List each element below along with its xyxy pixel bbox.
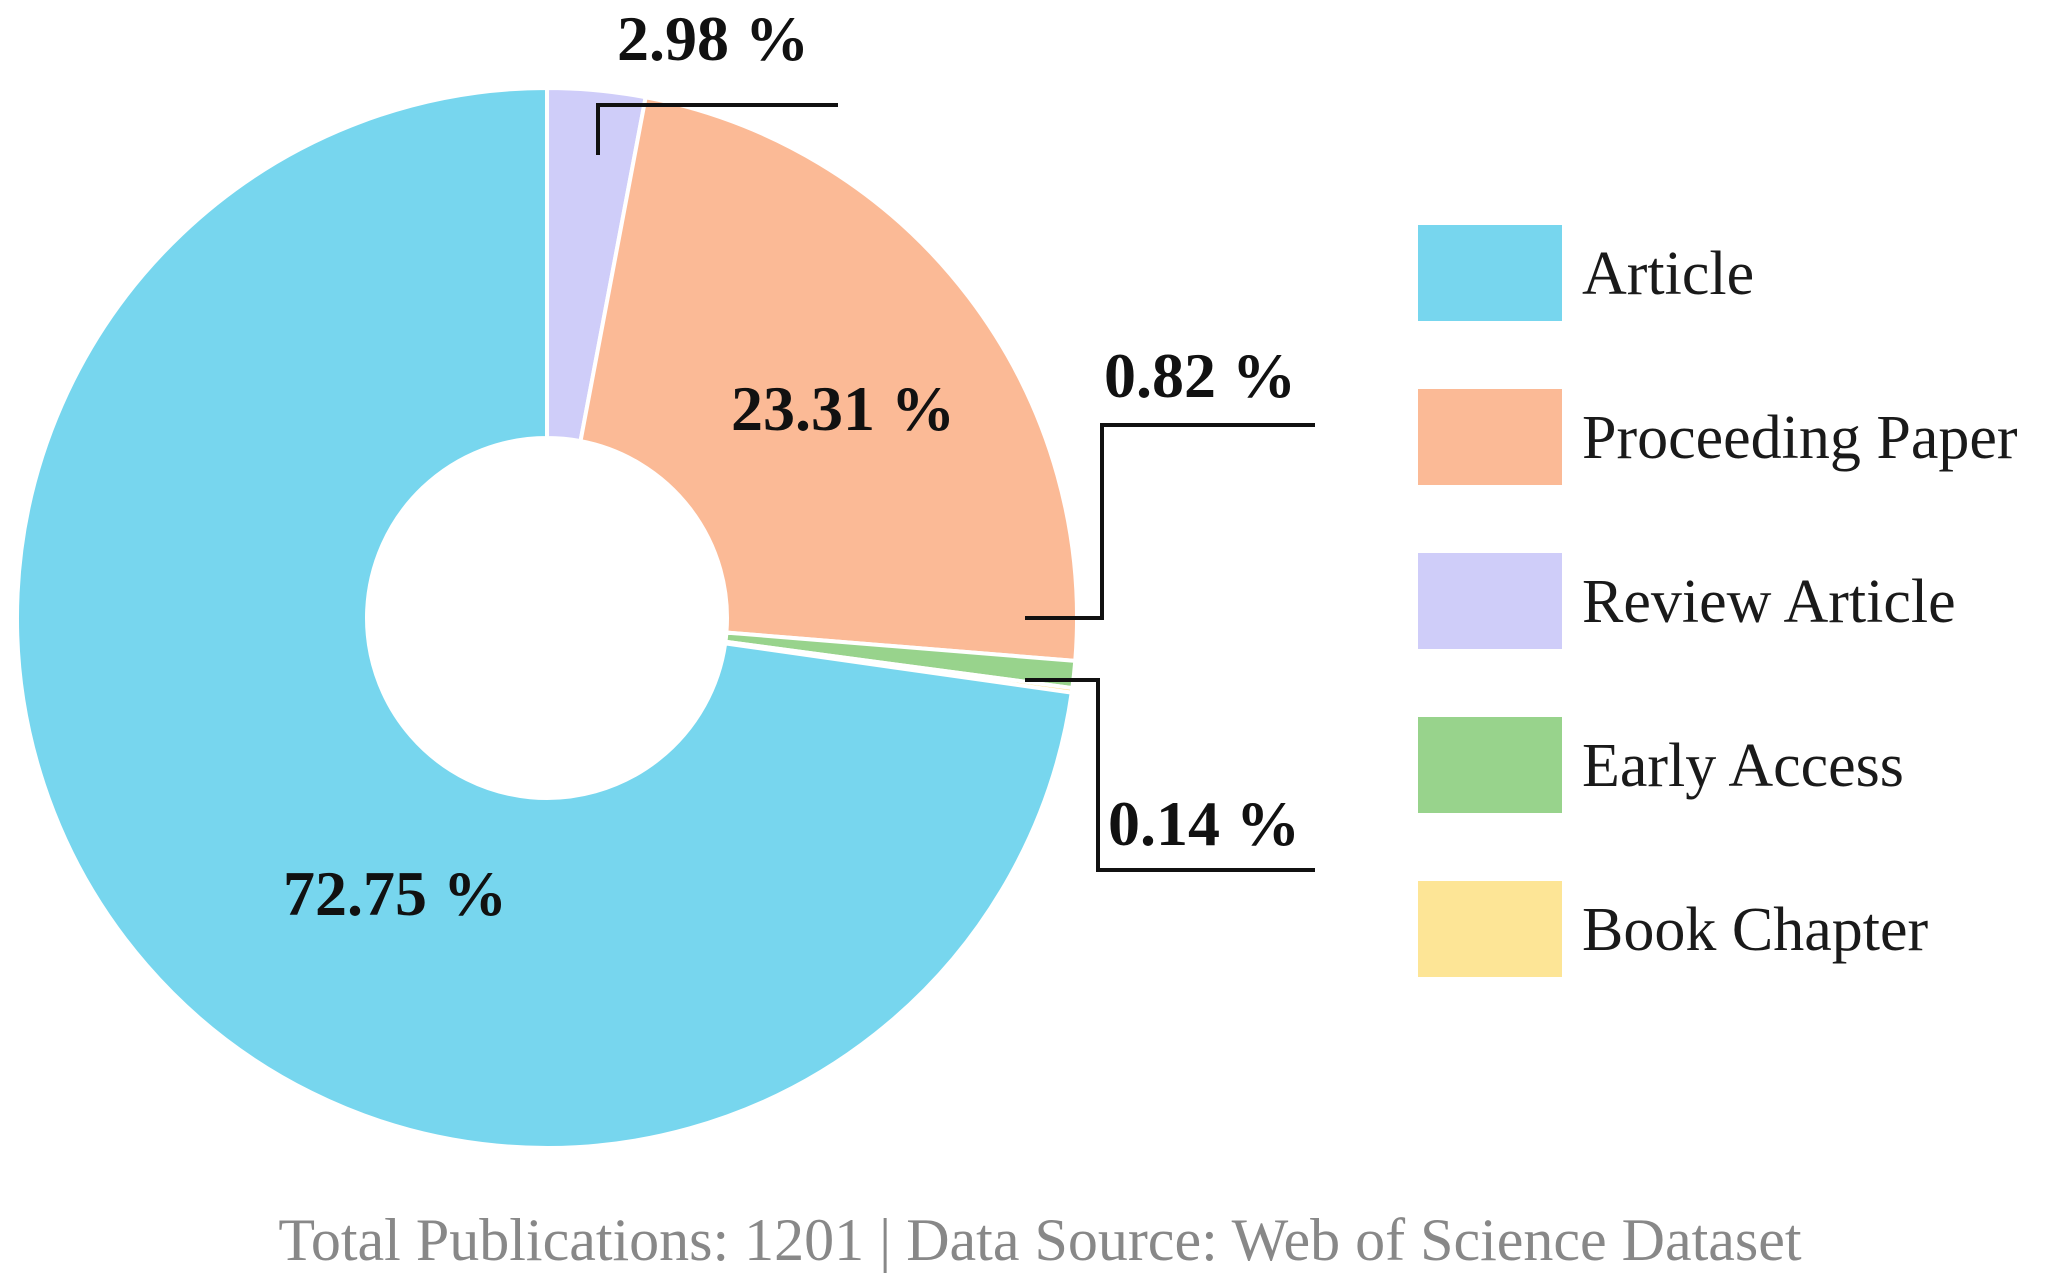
label-early-access: 0.82 % <box>1104 340 1296 411</box>
legend-label-review-article: Review Article <box>1582 568 1956 636</box>
label-proceeding-paper: 23.31 % <box>731 373 955 444</box>
leader-lines <box>596 103 1315 872</box>
footer-caption: Total Publications: 1201 | Data Source: … <box>278 1207 1801 1273</box>
legend: Article Proceeding Paper Review Article Ear… <box>1418 225 2018 977</box>
legend-swatch-review-article <box>1418 553 1562 649</box>
slice-proceeding-paper <box>578 94 1079 664</box>
legend-label-book-chapter: Book Chapter <box>1582 896 1928 964</box>
label-review-article: 2.98 % <box>617 3 809 74</box>
legend-label-early-access: Early Access <box>1582 732 1904 800</box>
legend-swatch-proceeding-paper <box>1418 389 1562 485</box>
leader-line-review-article <box>596 103 838 155</box>
legend-swatch-article <box>1418 225 1562 321</box>
label-article: 72.75 % <box>283 858 507 929</box>
legend-label-article: Article <box>1582 240 1754 308</box>
legend-swatch-early-access <box>1418 717 1562 813</box>
legend-label-proceeding-paper: Proceeding Paper <box>1582 404 2018 472</box>
slice-article <box>15 85 1074 1150</box>
label-book-chapter: 0.14 % <box>1108 788 1300 859</box>
donut-slices <box>15 85 1079 1150</box>
legend-swatch-book-chapter <box>1418 881 1562 977</box>
leader-line-early-access <box>1025 423 1315 620</box>
percentage-labels: 72.75 % 23.31 % 2.98 % 0.82 % 0.14 % <box>283 3 1300 929</box>
leader-line-book-chapter <box>1025 678 1315 872</box>
